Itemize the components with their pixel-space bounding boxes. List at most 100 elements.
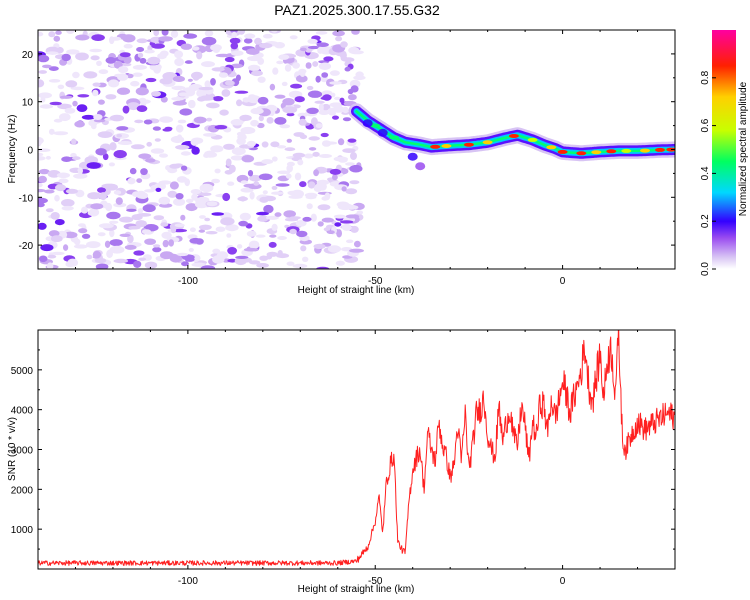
spectrogram-noise-blob <box>271 156 278 162</box>
spectrogram-noise-blob <box>220 217 235 226</box>
spectrogram-noise-blob <box>74 120 85 128</box>
spectrogram-noise-blob <box>351 30 360 35</box>
spectrogram-noise-blob <box>50 212 60 220</box>
spectrogram-noise-blob <box>288 195 303 199</box>
spectrogram-y-tick-label: 20 <box>22 50 34 61</box>
spectrogram-noise-blob <box>54 194 60 202</box>
spectrogram-noise-blob <box>133 260 142 268</box>
spectrogram-noise-blob <box>257 122 265 129</box>
spectrogram-noise-blob <box>115 197 123 205</box>
spectrogram-noise-blob <box>278 54 290 60</box>
spectrogram-noise-blob <box>206 102 218 108</box>
spectrogram-noise-blob <box>230 119 244 126</box>
spectrogram-noise-blob <box>320 132 329 138</box>
spectrogram-noise-blob <box>65 80 78 88</box>
spectrogram-noise-blob <box>185 198 194 203</box>
spectrogram-noise-blob <box>294 96 305 103</box>
spectrogram-marks <box>38 30 675 269</box>
spectrogram-noise-blob <box>313 184 323 192</box>
spectrogram-noise-blob <box>38 92 52 99</box>
spectrogram-noise-blob <box>299 181 307 188</box>
spectrogram-noise-blob <box>336 229 342 238</box>
spectrogram-noise-blob <box>210 145 224 153</box>
spectrogram-noise-blob <box>40 96 46 103</box>
spectrogram-noise-blob <box>236 244 243 249</box>
colorbar-tick-label: 0.2 <box>700 214 711 228</box>
spectrogram-noise-blob <box>341 186 347 192</box>
spectrogram-noise-blob <box>307 90 323 98</box>
spectrogram-noise-blob <box>249 174 262 182</box>
spectrogram-noise-blob <box>248 240 260 249</box>
snr-x-ticks: -100 -50 0 <box>37 330 676 587</box>
spectrogram-noise-blob <box>168 239 174 247</box>
colorbar-ticks: 0.0 0.2 0.4 0.6 0.8 <box>700 70 716 276</box>
spectrogram-noise-blob <box>215 226 226 232</box>
spectrogram-noise-blob <box>98 69 109 75</box>
spectrogram-hotspot <box>666 147 675 152</box>
spectrogram-noise-blob <box>350 225 359 233</box>
spectrogram-noise-blob <box>132 72 143 77</box>
spectrogram-noise-blob <box>251 70 263 77</box>
spectrogram-noise-blob <box>335 260 345 266</box>
spectrogram-hotspot <box>591 150 602 155</box>
spectrogram-noise-blob <box>130 80 140 87</box>
spectrogram-noise-blob <box>256 263 269 268</box>
spectrogram-noise-blob <box>345 162 355 166</box>
spectrogram-noise-blob <box>230 50 244 56</box>
spectrogram-noise-blob <box>246 48 260 55</box>
spectrogram-noise-blob <box>105 94 117 100</box>
spectrogram-noise-blob <box>109 114 124 122</box>
spectrogram-noise-blob <box>122 105 130 114</box>
spectrogram-noise-blob <box>196 51 203 60</box>
spectrogram-hotspot <box>640 148 650 153</box>
spectrogram-noise-blob <box>243 247 259 252</box>
spectrogram-noise-blob <box>218 72 228 78</box>
spectrogram-noise-blob <box>158 36 173 42</box>
spectrogram-hotspot <box>463 142 474 147</box>
spectrogram-noise-blob <box>109 229 115 238</box>
spectrogram-noise-blob <box>78 223 86 228</box>
spectrogram-noise-blob <box>95 263 109 269</box>
spectrogram-noise-blob <box>277 170 291 175</box>
spectrogram-noise-blob <box>342 106 349 114</box>
spectrogram-noise-blob <box>137 208 144 214</box>
spectrogram-noise-blob <box>174 223 185 228</box>
spectrogram-noise-blob <box>38 70 47 74</box>
spectrogram-noise-blob <box>53 131 69 136</box>
colorbar: 0.0 0.2 0.4 0.6 0.8 Normalized spectral ampl… <box>700 30 749 276</box>
spectrogram-noise-blob <box>159 153 168 158</box>
spectrogram-noise-blob <box>93 114 103 120</box>
spectrogram-noise-blob <box>294 172 302 181</box>
spectrogram-noise-blob <box>323 56 334 62</box>
spectrogram-noise-blob <box>343 204 359 210</box>
spectrogram-noise-blob <box>304 192 318 198</box>
spectrogram-noise-blob <box>71 138 77 145</box>
spectrogram-noise-blob <box>144 261 158 269</box>
spectrogram-noise-blob <box>348 94 357 101</box>
spectrogram-noise-blob <box>333 214 346 219</box>
spectrogram-noise-blob <box>152 246 162 253</box>
spectrogram-noise-blob <box>200 265 216 269</box>
spectrogram-noise-blob <box>38 182 43 188</box>
colorbar-tick-label: 0.6 <box>700 118 711 132</box>
spectrogram-hotspot <box>508 134 519 138</box>
spectrogram-noise-blob <box>119 233 131 237</box>
spectrogram-noise-blob <box>308 45 321 50</box>
spectrogram-noise-blob <box>116 126 129 131</box>
spectrogram-noise-blob <box>72 156 81 161</box>
spectrogram-noise-blob <box>274 212 282 217</box>
spectrogram-noise-blob <box>119 216 134 223</box>
spectrogram-noise-blob <box>321 196 329 201</box>
spectrogram-noise-blob <box>173 198 186 206</box>
spectrogram-noise-blob <box>181 261 189 267</box>
snr-x-axis-label: Height of straight line (km) <box>298 584 415 595</box>
spectrogram-noise-blob <box>184 257 195 262</box>
spectrogram-noise-blob <box>335 36 343 42</box>
spectrogram-noise-blob <box>265 215 279 220</box>
spectrogram-noise-blob <box>138 257 147 261</box>
spectrogram-noise-blob <box>214 125 228 130</box>
spectrogram-noise-blob <box>155 187 162 192</box>
spectrogram-noise-blob <box>321 217 334 223</box>
spectrogram-noise-blob <box>132 64 147 70</box>
spectrogram-noise-blob <box>349 164 363 173</box>
